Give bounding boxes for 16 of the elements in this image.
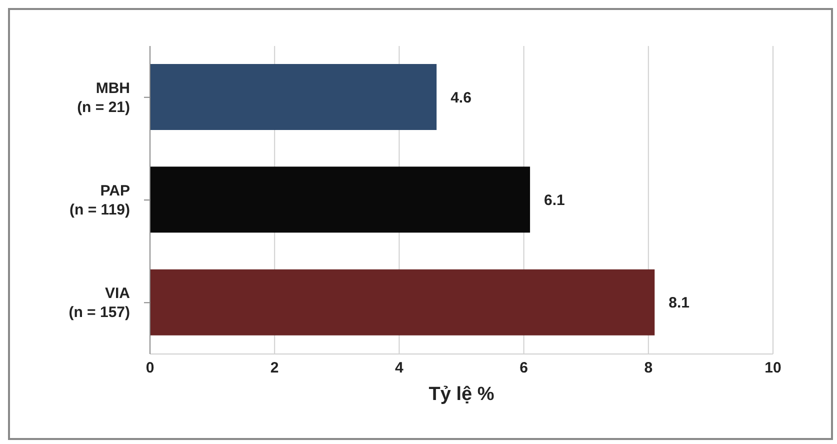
y-tick-label: MBH (n = 21) bbox=[77, 80, 130, 116]
data-label: 8.1 bbox=[668, 294, 690, 312]
x-tick-label: 4 bbox=[395, 360, 404, 377]
x-tick-label: 0 bbox=[146, 360, 154, 377]
bar bbox=[150, 166, 530, 233]
x-tick-label: 10 bbox=[764, 360, 782, 377]
bar bbox=[150, 269, 655, 336]
x-tick-label: 6 bbox=[520, 360, 528, 377]
bar bbox=[150, 64, 437, 130]
y-tick-label: PAP (n = 119) bbox=[70, 182, 130, 218]
y-tick-label: VIA (n = 157) bbox=[68, 285, 130, 322]
data-label: 6.1 bbox=[544, 192, 565, 209]
data-label: 4.6 bbox=[450, 89, 472, 106]
x-tick-label: 2 bbox=[270, 360, 279, 377]
x-axis-title: Tỷ lệ % bbox=[428, 384, 494, 405]
x-tick-label: 8 bbox=[644, 360, 653, 377]
